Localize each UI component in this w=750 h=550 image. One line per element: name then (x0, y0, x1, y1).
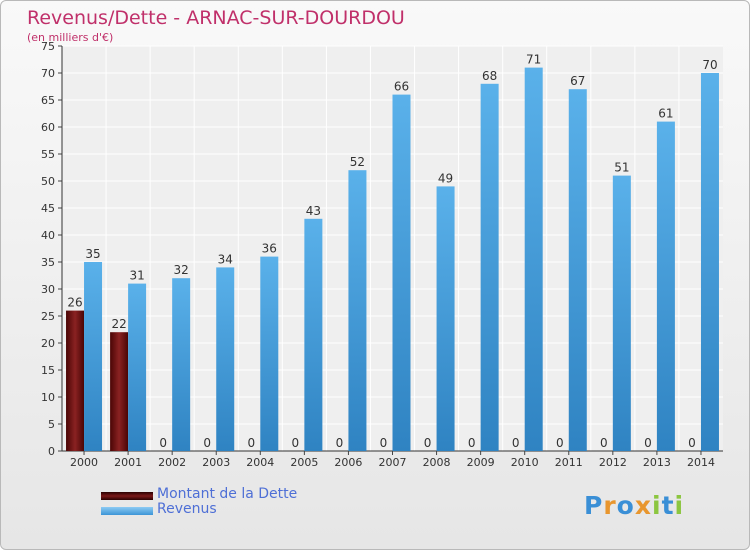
data-label-dette: 0 (380, 436, 388, 450)
data-label-dette: 0 (247, 436, 255, 450)
data-label-revenus: 66 (394, 80, 409, 94)
data-label-dette: 0 (556, 436, 564, 450)
y-tick-label: 25 (41, 310, 55, 323)
bar-revenus (392, 94, 411, 451)
x-tick-label: 2007 (379, 456, 407, 469)
y-tick-label: 10 (41, 391, 55, 404)
bar-revenus (84, 262, 103, 451)
data-label-revenus: 68 (482, 69, 497, 83)
logo-letter: i (652, 491, 662, 520)
data-label-dette: 26 (67, 296, 82, 310)
y-tick-label: 70 (41, 67, 55, 80)
x-tick-label: 2000 (70, 456, 98, 469)
bar-revenus (700, 73, 719, 451)
data-label-revenus: 51 (614, 161, 629, 175)
data-label-dette: 0 (644, 436, 652, 450)
data-label-dette: 0 (336, 436, 344, 450)
data-label-revenus: 35 (85, 247, 100, 261)
x-tick-label: 2012 (599, 456, 627, 469)
data-label-dette: 22 (111, 317, 126, 331)
data-label-revenus: 32 (174, 263, 189, 277)
x-tick-label: 2005 (290, 456, 318, 469)
logo-letter: i (674, 491, 685, 520)
bar-revenus (304, 218, 323, 451)
y-tick-label: 20 (41, 337, 55, 350)
chart-subtitle: (en milliers d'€) (27, 31, 114, 44)
x-tick-label: 2009 (467, 456, 495, 469)
bar-dette (66, 310, 85, 451)
y-tick-label: 55 (41, 148, 55, 161)
bar-revenus (348, 170, 367, 451)
data-label-dette: 0 (600, 436, 608, 450)
data-label-dette: 0 (688, 436, 696, 450)
y-tick-label: 15 (41, 364, 55, 377)
y-tick-label: 40 (41, 229, 55, 242)
logo-letter: P (584, 491, 604, 520)
x-tick-label: 2004 (246, 456, 274, 469)
logo-letter: x (634, 491, 652, 520)
bar-revenus (172, 278, 191, 451)
bar-revenus (612, 175, 631, 451)
data-label-dette: 0 (512, 436, 520, 450)
x-tick-label: 2011 (555, 456, 583, 469)
data-label-revenus: 67 (570, 74, 585, 88)
logo-letter: o (616, 491, 635, 520)
y-tick-label: 0 (48, 445, 55, 458)
x-tick-label: 2013 (643, 456, 671, 469)
chart-title: Revenus/Dette - ARNAC-SUR-DOURDOU (27, 7, 405, 29)
bar-revenus (216, 267, 235, 451)
data-label-revenus: 36 (262, 242, 277, 256)
data-label-revenus: 70 (702, 58, 717, 72)
data-label-dette: 0 (159, 436, 167, 450)
bar-revenus (260, 256, 279, 451)
legend-label-dette: Montant de la Dette (157, 486, 298, 502)
logo-letter: r (603, 491, 617, 520)
bar-revenus (436, 186, 455, 451)
y-tick-label: 75 (41, 40, 55, 53)
x-tick-label: 2014 (687, 456, 715, 469)
x-tick-label: 2006 (334, 456, 362, 469)
y-tick-label: 5 (48, 418, 55, 431)
x-tick-label: 2003 (202, 456, 230, 469)
logo-letter: t (661, 491, 675, 520)
bar-dette (110, 332, 129, 451)
y-tick-label: 65 (41, 94, 55, 107)
bar-revenus (524, 67, 543, 451)
data-label-revenus: 52 (350, 155, 365, 169)
data-label-dette: 0 (424, 436, 432, 450)
x-tick-label: 2010 (511, 456, 539, 469)
bar-revenus (128, 283, 147, 451)
y-tick-label: 50 (41, 175, 55, 188)
data-label-dette: 0 (468, 436, 476, 450)
data-label-dette: 0 (292, 436, 300, 450)
legend-swatch-revenus (101, 507, 153, 515)
bar-revenus (568, 89, 587, 451)
x-tick-label: 2008 (423, 456, 451, 469)
data-label-revenus: 49 (438, 171, 453, 185)
x-tick-label: 2002 (158, 456, 186, 469)
x-tick-label: 2001 (114, 456, 142, 469)
proxiti-logo: Proxiti (584, 491, 684, 520)
y-tick-label: 30 (41, 283, 55, 296)
legend-swatch-dette (101, 492, 153, 500)
y-tick-label: 60 (41, 121, 55, 134)
y-tick-label: 35 (41, 256, 55, 269)
data-label-revenus: 43 (306, 204, 321, 218)
data-label-revenus: 61 (658, 107, 673, 121)
data-label-revenus: 31 (129, 269, 144, 283)
data-label-revenus: 71 (526, 53, 541, 67)
legend-label-revenus: Revenus (157, 501, 217, 517)
bar-revenus (480, 83, 499, 452)
data-label-dette: 0 (203, 436, 211, 450)
data-label-revenus: 34 (218, 252, 233, 266)
y-tick-label: 45 (41, 202, 55, 215)
bar-revenus (656, 121, 675, 451)
